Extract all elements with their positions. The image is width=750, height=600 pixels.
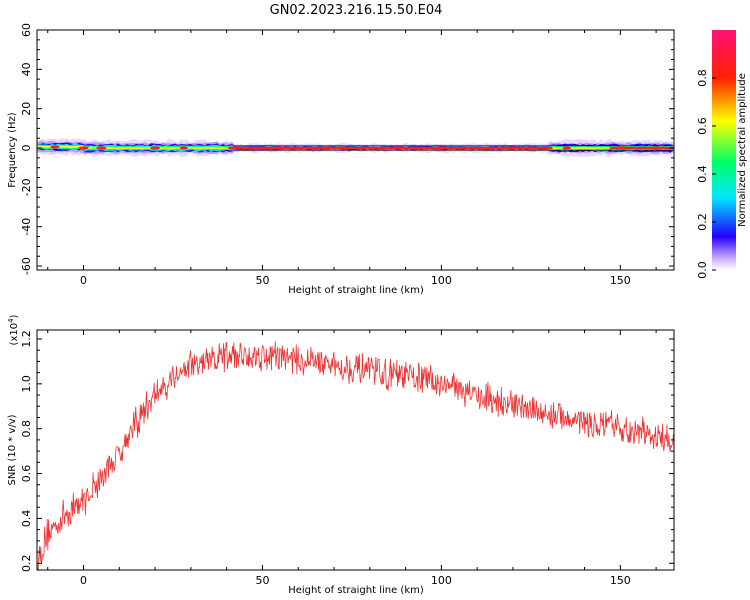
spectrogram-xtick-label: 100 bbox=[431, 274, 452, 287]
snr-ytick-label: 1.2 bbox=[20, 330, 33, 348]
spectrogram-ytick-label: 20 bbox=[20, 102, 33, 116]
snr-xtick-label: 0 bbox=[80, 574, 87, 587]
spectrogram-peak-core bbox=[81, 147, 86, 149]
spectrogram-band bbox=[37, 138, 674, 158]
colorbar-tick-label: 0.0 bbox=[696, 261, 709, 279]
spectrogram-peak-core bbox=[511, 147, 515, 149]
snr-plot-area bbox=[37, 330, 674, 570]
spectrogram-peak-core bbox=[396, 147, 401, 149]
spectrogram-ytick-label: -40 bbox=[20, 218, 33, 236]
figure-title: GN02.2023.216.15.50.E04 bbox=[270, 3, 443, 18]
spectrogram-peak-core bbox=[654, 147, 658, 149]
snr-xtick-label: 50 bbox=[255, 574, 269, 587]
spectrogram-peak-core bbox=[153, 147, 157, 149]
colorbar-tick-label: 0.8 bbox=[696, 69, 709, 87]
spectrogram-peak-core bbox=[232, 147, 236, 149]
snr-ytick-label: 0.6 bbox=[20, 465, 33, 483]
snr-xtick-label: 100 bbox=[431, 574, 452, 587]
colorbar-label: Normalized spectral amplitude bbox=[737, 73, 748, 227]
spectrogram-ridge bbox=[609, 146, 674, 150]
spectrogram-frame bbox=[36, 29, 675, 271]
spectrogram-xtick-label: 0 bbox=[80, 274, 87, 287]
colorbar-ticks: 0.0 0.2 0.4 0.6 0.8 bbox=[696, 69, 716, 279]
spectrogram-ytick-label: 60 bbox=[20, 23, 33, 37]
spectrogram-panel: 0 50 100 150 -60 -40 -20 0 20 40 60 Height of stra… bbox=[7, 23, 675, 296]
spectrogram-peak-core bbox=[439, 147, 443, 149]
spectrogram-ytick-label: 0 bbox=[20, 145, 33, 152]
colorbar-gradient bbox=[712, 30, 736, 270]
spectrogram-peak-core bbox=[278, 147, 282, 149]
spectrogram-ytick-label: -60 bbox=[20, 257, 33, 275]
snr-ytick-label: 0.2 bbox=[20, 555, 33, 573]
snr-ytick-label: 0.4 bbox=[20, 510, 33, 528]
colorbar-tick-label: 0.2 bbox=[696, 213, 709, 231]
colorbar-tick-label: 0.6 bbox=[696, 117, 709, 135]
spectrogram-axes: 0 50 100 150 -60 -40 -20 0 20 40 60 bbox=[20, 23, 674, 287]
spectrogram-peak-core bbox=[99, 147, 104, 149]
spectrogram-xlabel: Height of straight line (km) bbox=[288, 285, 424, 296]
spectrogram-ytick-label: -20 bbox=[20, 178, 33, 196]
spectrogram-peak-core bbox=[182, 147, 186, 149]
spectrogram-peak-core bbox=[339, 147, 343, 149]
spectrogram-ylabel: Frequency (Hz) bbox=[7, 112, 18, 188]
snr-scale-label: (x104) bbox=[7, 314, 20, 345]
spectrogram-peak-core bbox=[565, 147, 569, 149]
spectrogram-xtick-label: 150 bbox=[610, 274, 631, 287]
spectrogram-peak-core bbox=[618, 147, 622, 149]
colorbar: 0.0 0.2 0.4 0.6 0.8 Normalized spectral ampl… bbox=[696, 30, 748, 279]
snr-ytick-label: 1.0 bbox=[20, 375, 33, 393]
spectrogram-peak-core bbox=[325, 147, 329, 149]
spectrogram-peak-core bbox=[53, 146, 57, 148]
snr-series-line bbox=[37, 341, 674, 570]
snr-xlabel: Height of straight line (km) bbox=[288, 585, 424, 596]
snr-ylabel: SNR (10 * v/v) bbox=[7, 414, 18, 485]
colorbar-tick-label: 0.4 bbox=[696, 165, 709, 183]
spectrogram-xtick-label: 50 bbox=[255, 274, 269, 287]
snr-ytick-label: 0.8 bbox=[20, 420, 33, 438]
snr-axes: 0 50 100 150 0.2 0.4 0.6 0.8 1.0 1.2 bbox=[20, 330, 674, 587]
spectrogram-ytick-label: 40 bbox=[20, 62, 33, 76]
snr-xtick-label: 150 bbox=[610, 574, 631, 587]
snr-panel: 0 50 100 150 0.2 0.4 0.6 0.8 1.0 1.2 Height of st… bbox=[7, 314, 675, 596]
snr-frame bbox=[36, 329, 675, 571]
